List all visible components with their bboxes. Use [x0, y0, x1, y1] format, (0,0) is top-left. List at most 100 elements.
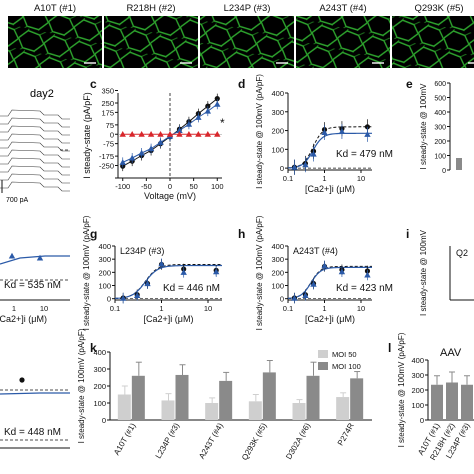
fit-curve — [287, 126, 373, 169]
x-tick-label: 1 — [322, 174, 326, 183]
y-tick-label: 400 — [411, 356, 424, 365]
data-point — [176, 127, 183, 134]
chart-k: 0 100 200 300 400 I steady-state @ 100mV (pA/… — [77, 328, 372, 462]
current-trace — [0, 133, 70, 144]
y-axis-label: I steady-state @ 100mV (pA/pF) — [77, 328, 86, 443]
data-point — [133, 292, 141, 298]
category-label: D302A (#6) — [284, 421, 312, 461]
y-tick-label: 0 — [280, 295, 284, 304]
data-point — [36, 254, 44, 261]
x-tick-label: -50 — [141, 182, 152, 191]
y-tick-label: 0 — [102, 416, 106, 425]
data-point — [138, 131, 145, 137]
fit-curve — [0, 392, 70, 395]
bar — [446, 382, 458, 420]
x-tick-label: 10 — [357, 174, 365, 183]
fit-curve — [287, 265, 373, 299]
data-point — [214, 131, 221, 137]
data-point — [338, 268, 346, 275]
data-point — [8, 252, 16, 259]
bar — [117, 394, 131, 420]
data-point — [321, 262, 328, 269]
current-trace — [0, 165, 70, 176]
y-tick-label: -250 — [99, 162, 114, 171]
micrograph-label: A243T (#4) — [319, 3, 366, 14]
x-tick-label: 50 — [189, 182, 197, 191]
y-tick-label: 300 — [434, 125, 446, 132]
legend-swatch — [318, 362, 328, 370]
y-tick-label: 400 — [434, 110, 446, 117]
panel-letter-i: i — [406, 227, 409, 241]
y-tick-label: 300 — [411, 371, 424, 380]
y-tick-label: 400 — [271, 89, 284, 98]
micrograph-image — [104, 16, 198, 68]
y-tick-label: 100 — [271, 145, 284, 154]
chart-e-partial: 0 100 200 300 400 500 600 I steady-state @ 100m… — [419, 81, 462, 175]
current-trace — [0, 109, 70, 120]
micrograph-image — [392, 16, 474, 68]
data-point — [157, 139, 164, 145]
x-tick-label: 10 — [40, 304, 48, 313]
data-point — [185, 121, 193, 127]
data-point — [128, 131, 136, 137]
data-point — [128, 154, 136, 161]
y-axis-label: I steady-state @ 100mV — [419, 229, 428, 316]
bar — [431, 384, 443, 420]
y-tick-label: -75 — [103, 140, 114, 149]
data-point — [214, 101, 221, 107]
bar — [262, 372, 276, 420]
y-tick-label: -175 — [99, 152, 114, 161]
y-tick-label: 0 — [420, 416, 424, 425]
x-tick-label: 1 — [322, 304, 326, 313]
y-axis-label: I steady-state @ 100mV (pA/pF) — [255, 215, 264, 330]
data-point — [302, 292, 309, 298]
y-tick-label: 100 — [98, 282, 111, 291]
kd-annotation: Kd = 479 nM — [336, 149, 393, 160]
x-tick-label: 0.1 — [110, 304, 120, 313]
legend-label: MOI 50 — [332, 350, 357, 359]
data-point — [166, 131, 174, 137]
data-point — [338, 128, 346, 135]
data-point — [185, 131, 193, 137]
y-tick-label: 400 — [93, 348, 106, 357]
y-tick-label: 350 — [101, 87, 114, 96]
x-tick-label: 10 — [357, 304, 365, 313]
y-tick-label: 0 — [280, 164, 284, 173]
bar — [161, 400, 175, 420]
kd-annotation: Kd = 446 nM — [163, 283, 220, 294]
data-point — [180, 269, 187, 275]
panel-letter-k: k — [90, 341, 97, 355]
data-point — [119, 159, 126, 165]
chart-f-partial: Kd = 535 nM 1 10[Ca2+]i (μM) — [0, 252, 70, 324]
data-point — [291, 294, 298, 301]
micrograph-label: Q293K (#5) — [414, 3, 463, 14]
current-trace — [0, 125, 70, 136]
panel-letter-h: h — [238, 227, 245, 241]
panel-letter-d: d — [238, 77, 245, 91]
x-tick-label: -100 — [115, 182, 130, 191]
y-tick-label: 400 — [271, 242, 284, 251]
data-point — [138, 149, 145, 156]
current-trace-panel: day2 700 pA — [0, 88, 70, 204]
y-tick-label: 400 — [98, 242, 111, 251]
fit-curve — [287, 132, 373, 169]
current-trace — [0, 157, 70, 168]
legend-swatch — [318, 350, 328, 358]
bar — [292, 403, 306, 420]
data-point — [158, 260, 165, 267]
data-point — [310, 280, 317, 287]
y-tick-label: 200 — [98, 268, 111, 277]
x-tick-label: 0 — [168, 182, 172, 191]
y-axis-label: I steady-state @ 100mV (pA/pF) — [255, 74, 264, 189]
kd-annotation: Kd = 448 nM — [4, 427, 61, 438]
chart-l: 0 100 200 300 400 I steady-state @ 100mV (pA/… — [397, 332, 474, 462]
bar — [461, 384, 473, 420]
y-tick-label: 300 — [271, 255, 284, 264]
x-axis-label: Voltage (mV) — [144, 191, 196, 201]
fit-curve — [114, 264, 223, 300]
bar — [306, 375, 320, 420]
y-tick-label: 0 — [110, 130, 114, 139]
chart-title: AAV — [440, 347, 462, 359]
x-axis-label: [Ca2+]i (μM) — [305, 314, 355, 324]
